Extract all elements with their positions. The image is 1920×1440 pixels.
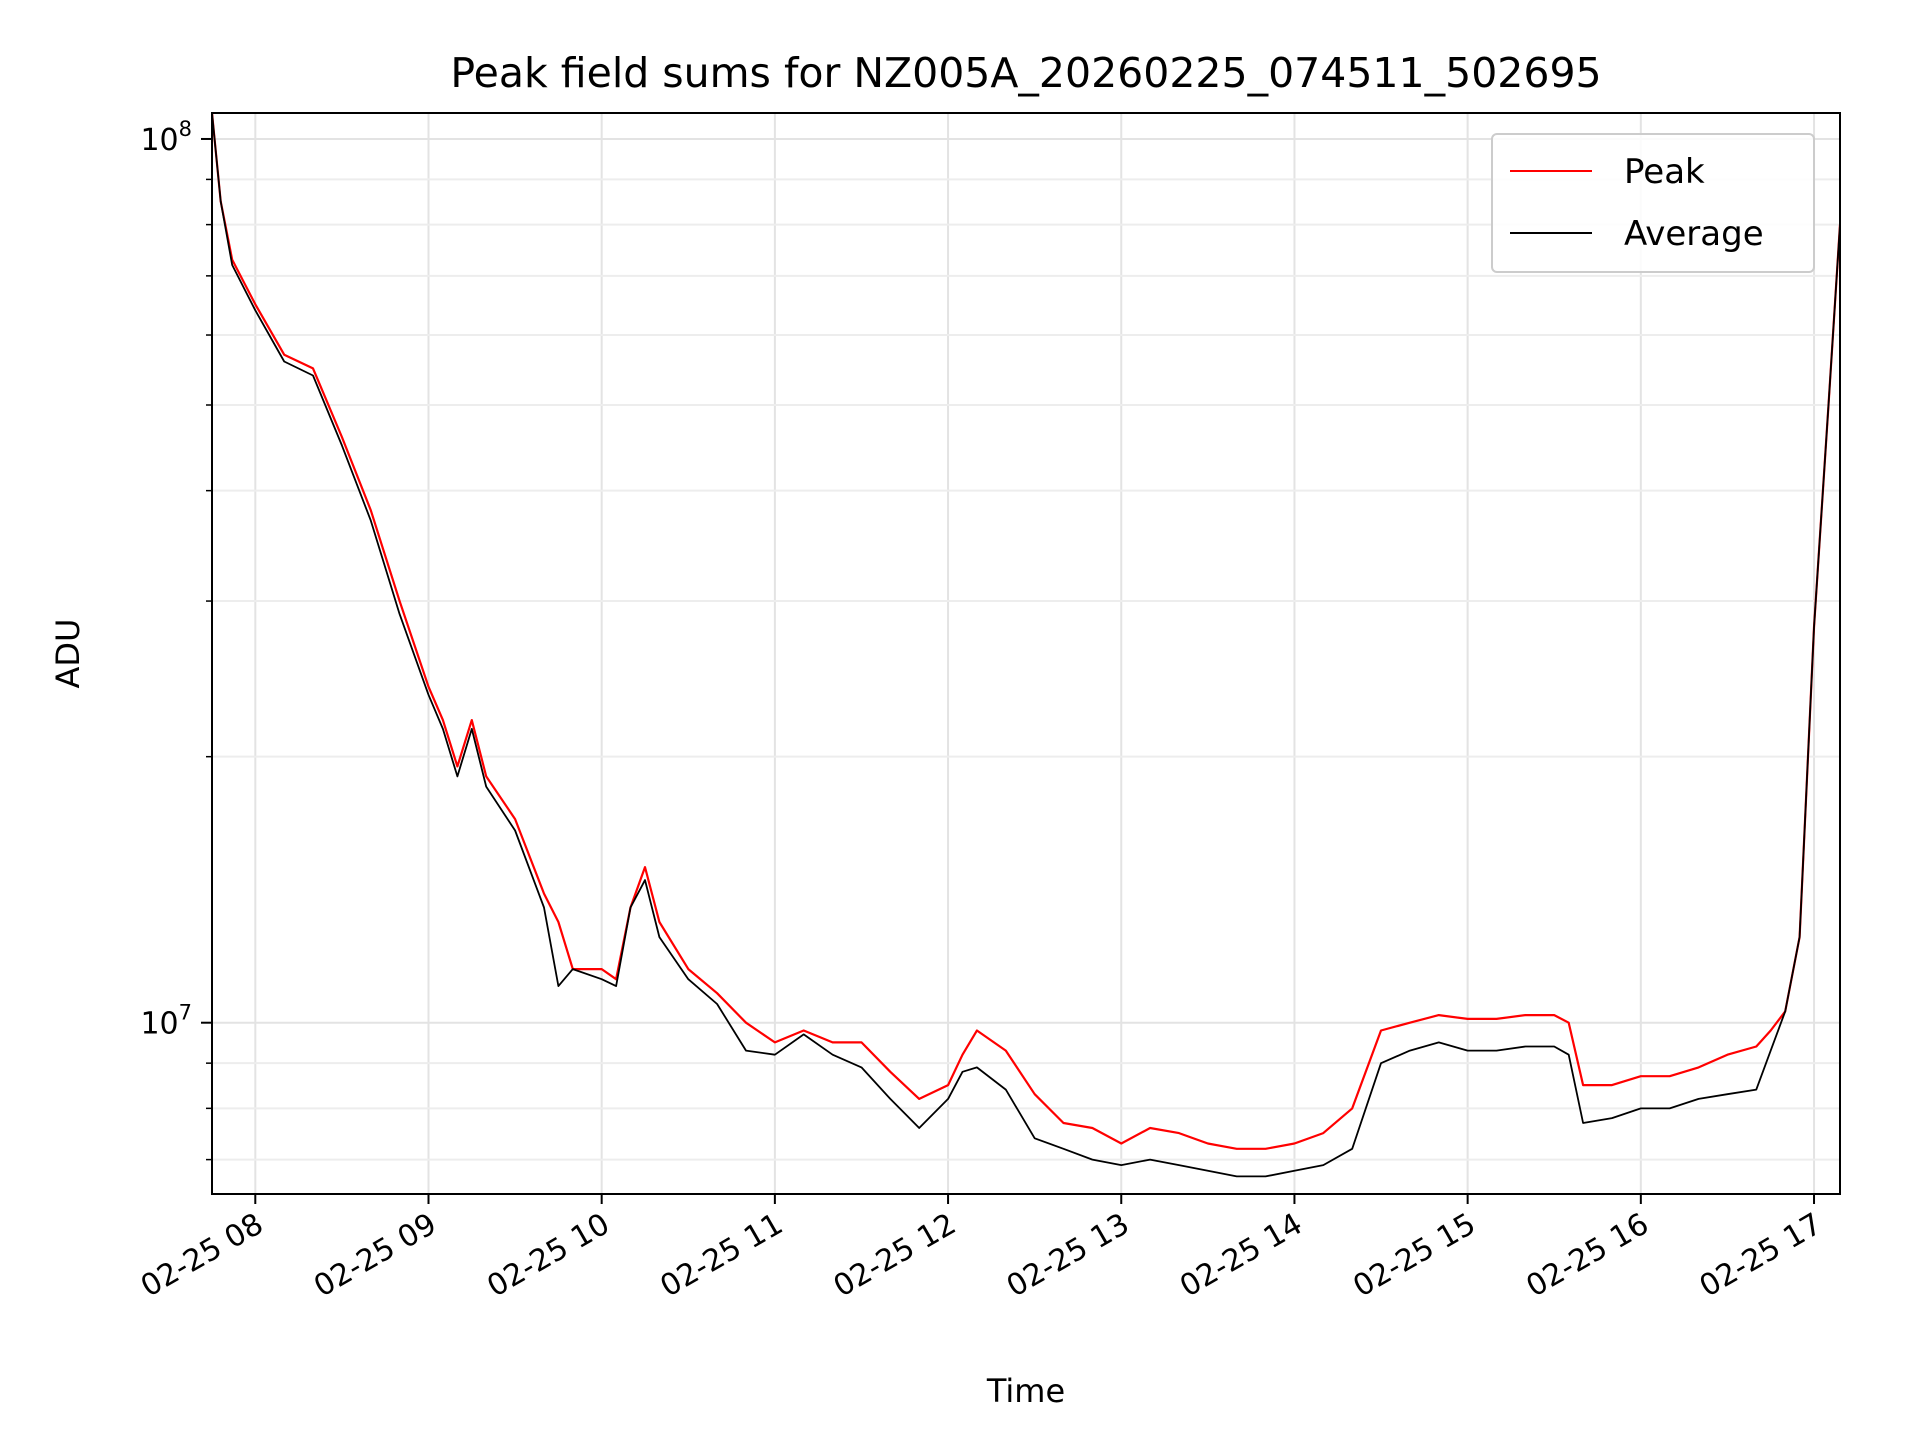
y-tick-base: 10 [140,1007,178,1042]
y-axis-title: ADU [49,619,87,689]
y-tick-label: 107 [140,1001,192,1042]
y-tick-label: 108 [140,117,192,158]
y-tick-exponent: 8 [179,117,192,141]
series-line-peak [212,113,1840,1150]
y-tick-exponent: 7 [179,1001,192,1025]
legend: Peak Average [1491,133,1815,273]
y-tick-base: 10 [140,123,178,158]
plot-lines [212,113,1840,1178]
legend-box [1491,133,1815,273]
plot-frame [211,112,1841,1195]
legend-label: Average [1624,214,1764,254]
legend-label: Peak [1624,152,1705,192]
chart-title: Peak field sums for NZ005A_20260225_0745… [450,49,1601,97]
series-line-average [212,113,1840,1178]
x-axis-title: Time [986,1372,1065,1410]
